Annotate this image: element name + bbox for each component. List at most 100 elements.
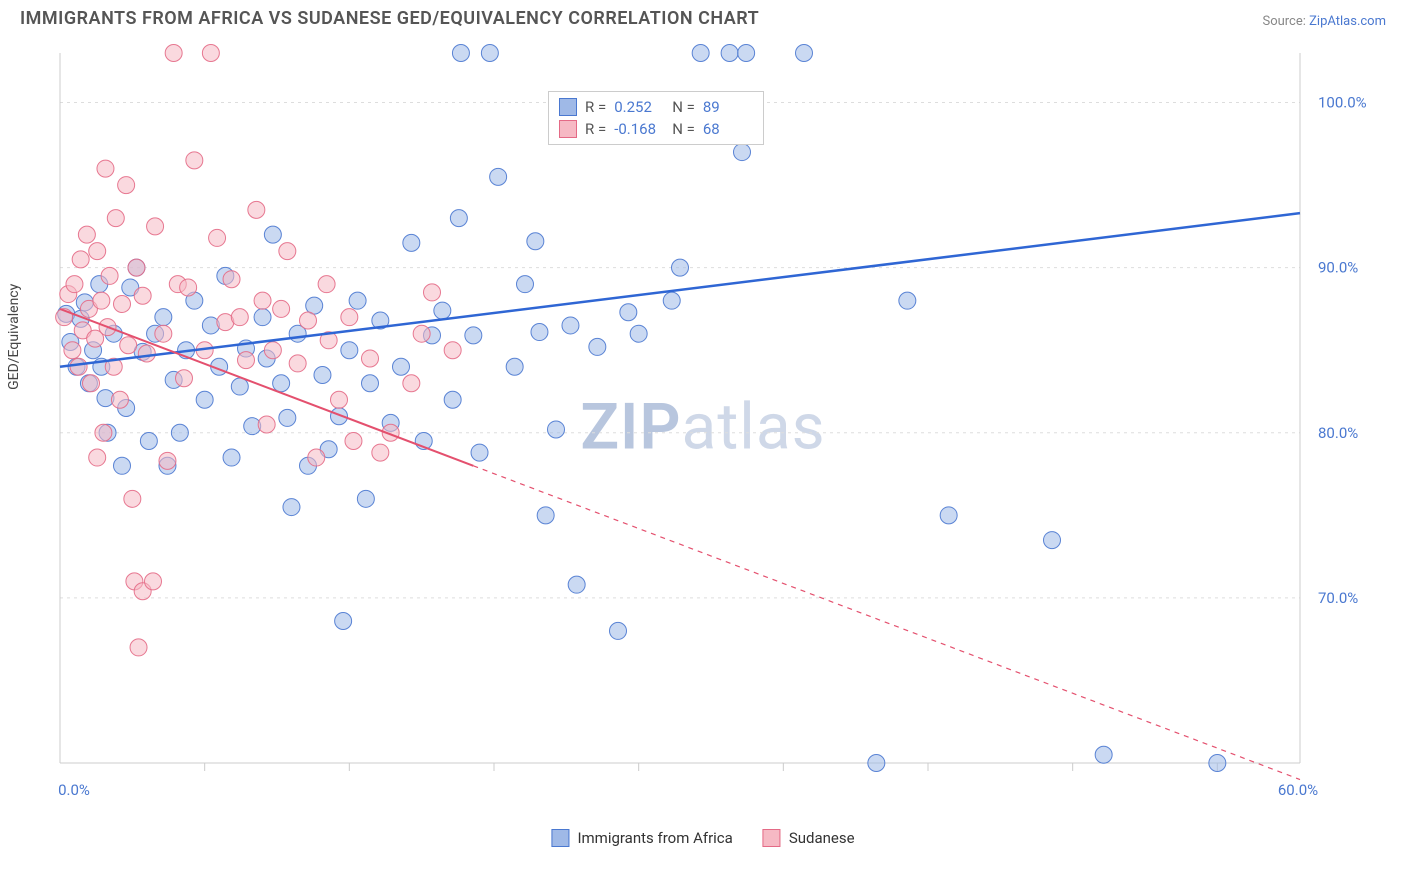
data-point	[345, 433, 362, 450]
data-point	[413, 325, 430, 342]
data-point	[114, 295, 131, 312]
data-point	[403, 234, 420, 251]
data-point	[101, 267, 118, 284]
data-point	[1095, 746, 1112, 763]
data-point	[107, 210, 124, 227]
data-point	[248, 201, 265, 218]
n-label: N =	[672, 118, 695, 140]
data-point	[66, 276, 83, 293]
data-point	[372, 444, 389, 461]
data-point	[527, 233, 544, 250]
data-point	[279, 243, 296, 260]
data-point	[254, 309, 271, 326]
legend-item: Sudanese	[763, 829, 855, 847]
r-label: R =	[585, 118, 606, 140]
data-point	[403, 375, 420, 392]
data-point	[258, 416, 275, 433]
data-point	[159, 452, 176, 469]
data-point	[89, 243, 106, 260]
data-point	[93, 292, 110, 309]
data-point	[1044, 532, 1061, 549]
r-value: 0.252	[614, 96, 664, 118]
data-point	[362, 350, 379, 367]
data-point	[124, 490, 141, 507]
data-point	[738, 45, 755, 62]
data-point	[663, 292, 680, 309]
data-point	[114, 457, 131, 474]
stats-legend-box: R = 0.252 N = 89R =-0.168N =68	[548, 91, 764, 145]
data-point	[231, 378, 248, 395]
data-point	[471, 444, 488, 461]
data-point	[335, 613, 352, 630]
data-point	[83, 375, 100, 392]
scatter-plot: 70.0%80.0%90.0%100.0%0.0%60.0%	[50, 43, 1370, 803]
data-point	[89, 449, 106, 466]
data-point	[186, 152, 203, 169]
data-point	[176, 370, 193, 387]
data-point	[589, 338, 606, 355]
n-label: N =	[672, 96, 695, 118]
data-point	[97, 160, 114, 177]
data-point	[444, 391, 461, 408]
data-point	[279, 409, 296, 426]
data-point	[64, 342, 81, 359]
n-value: 89	[703, 96, 753, 118]
data-point	[231, 309, 248, 326]
data-point	[72, 251, 89, 268]
data-point	[393, 358, 410, 375]
data-point	[796, 45, 813, 62]
legend-label: Immigrants from Africa	[577, 829, 732, 847]
data-point	[70, 358, 87, 375]
svg-text:80.0%: 80.0%	[1318, 424, 1358, 442]
y-axis-label: GED/Equivalency	[6, 284, 22, 390]
data-point	[692, 45, 709, 62]
data-point	[223, 449, 240, 466]
legend-item: Immigrants from Africa	[551, 829, 732, 847]
data-point	[548, 421, 565, 438]
legend-label: Sudanese	[789, 829, 855, 847]
data-point	[465, 327, 482, 344]
svg-text:70.0%: 70.0%	[1318, 589, 1358, 607]
data-point	[165, 45, 182, 62]
data-point	[357, 490, 374, 507]
data-point	[341, 342, 358, 359]
r-label: R =	[585, 96, 606, 118]
svg-text:0.0%: 0.0%	[58, 781, 90, 799]
data-point	[610, 622, 627, 639]
data-point	[331, 391, 348, 408]
series-swatch	[559, 98, 577, 116]
data-point	[562, 317, 579, 334]
svg-text:100.0%: 100.0%	[1318, 94, 1367, 112]
data-point	[490, 168, 507, 185]
data-point	[180, 279, 197, 296]
stats-row: R =-0.168N =68	[559, 118, 753, 140]
data-point	[196, 391, 213, 408]
data-point	[300, 312, 317, 329]
data-point	[283, 499, 300, 516]
data-point	[118, 177, 135, 194]
data-point	[452, 45, 469, 62]
data-point	[138, 345, 155, 362]
source-link[interactable]: ZipAtlas.com	[1309, 14, 1386, 29]
data-point	[130, 639, 147, 656]
series-swatch	[551, 829, 569, 847]
data-point	[620, 304, 637, 321]
data-point	[537, 507, 554, 524]
data-point	[273, 375, 290, 392]
trend-line	[60, 213, 1300, 367]
data-point	[147, 218, 164, 235]
data-point	[630, 325, 647, 342]
series-swatch	[559, 120, 577, 138]
data-point	[209, 229, 226, 246]
data-point	[341, 309, 358, 326]
source-prefix: Source:	[1262, 14, 1309, 29]
data-point	[78, 226, 95, 243]
data-point	[568, 576, 585, 593]
data-point	[95, 424, 112, 441]
data-point	[140, 433, 157, 450]
svg-text:60.0%: 60.0%	[1278, 781, 1318, 799]
data-point	[264, 342, 281, 359]
chart-area: GED/Equivalency ZIPatlas 70.0%80.0%90.0%…	[0, 33, 1406, 853]
data-point	[202, 45, 219, 62]
data-point	[134, 287, 151, 304]
